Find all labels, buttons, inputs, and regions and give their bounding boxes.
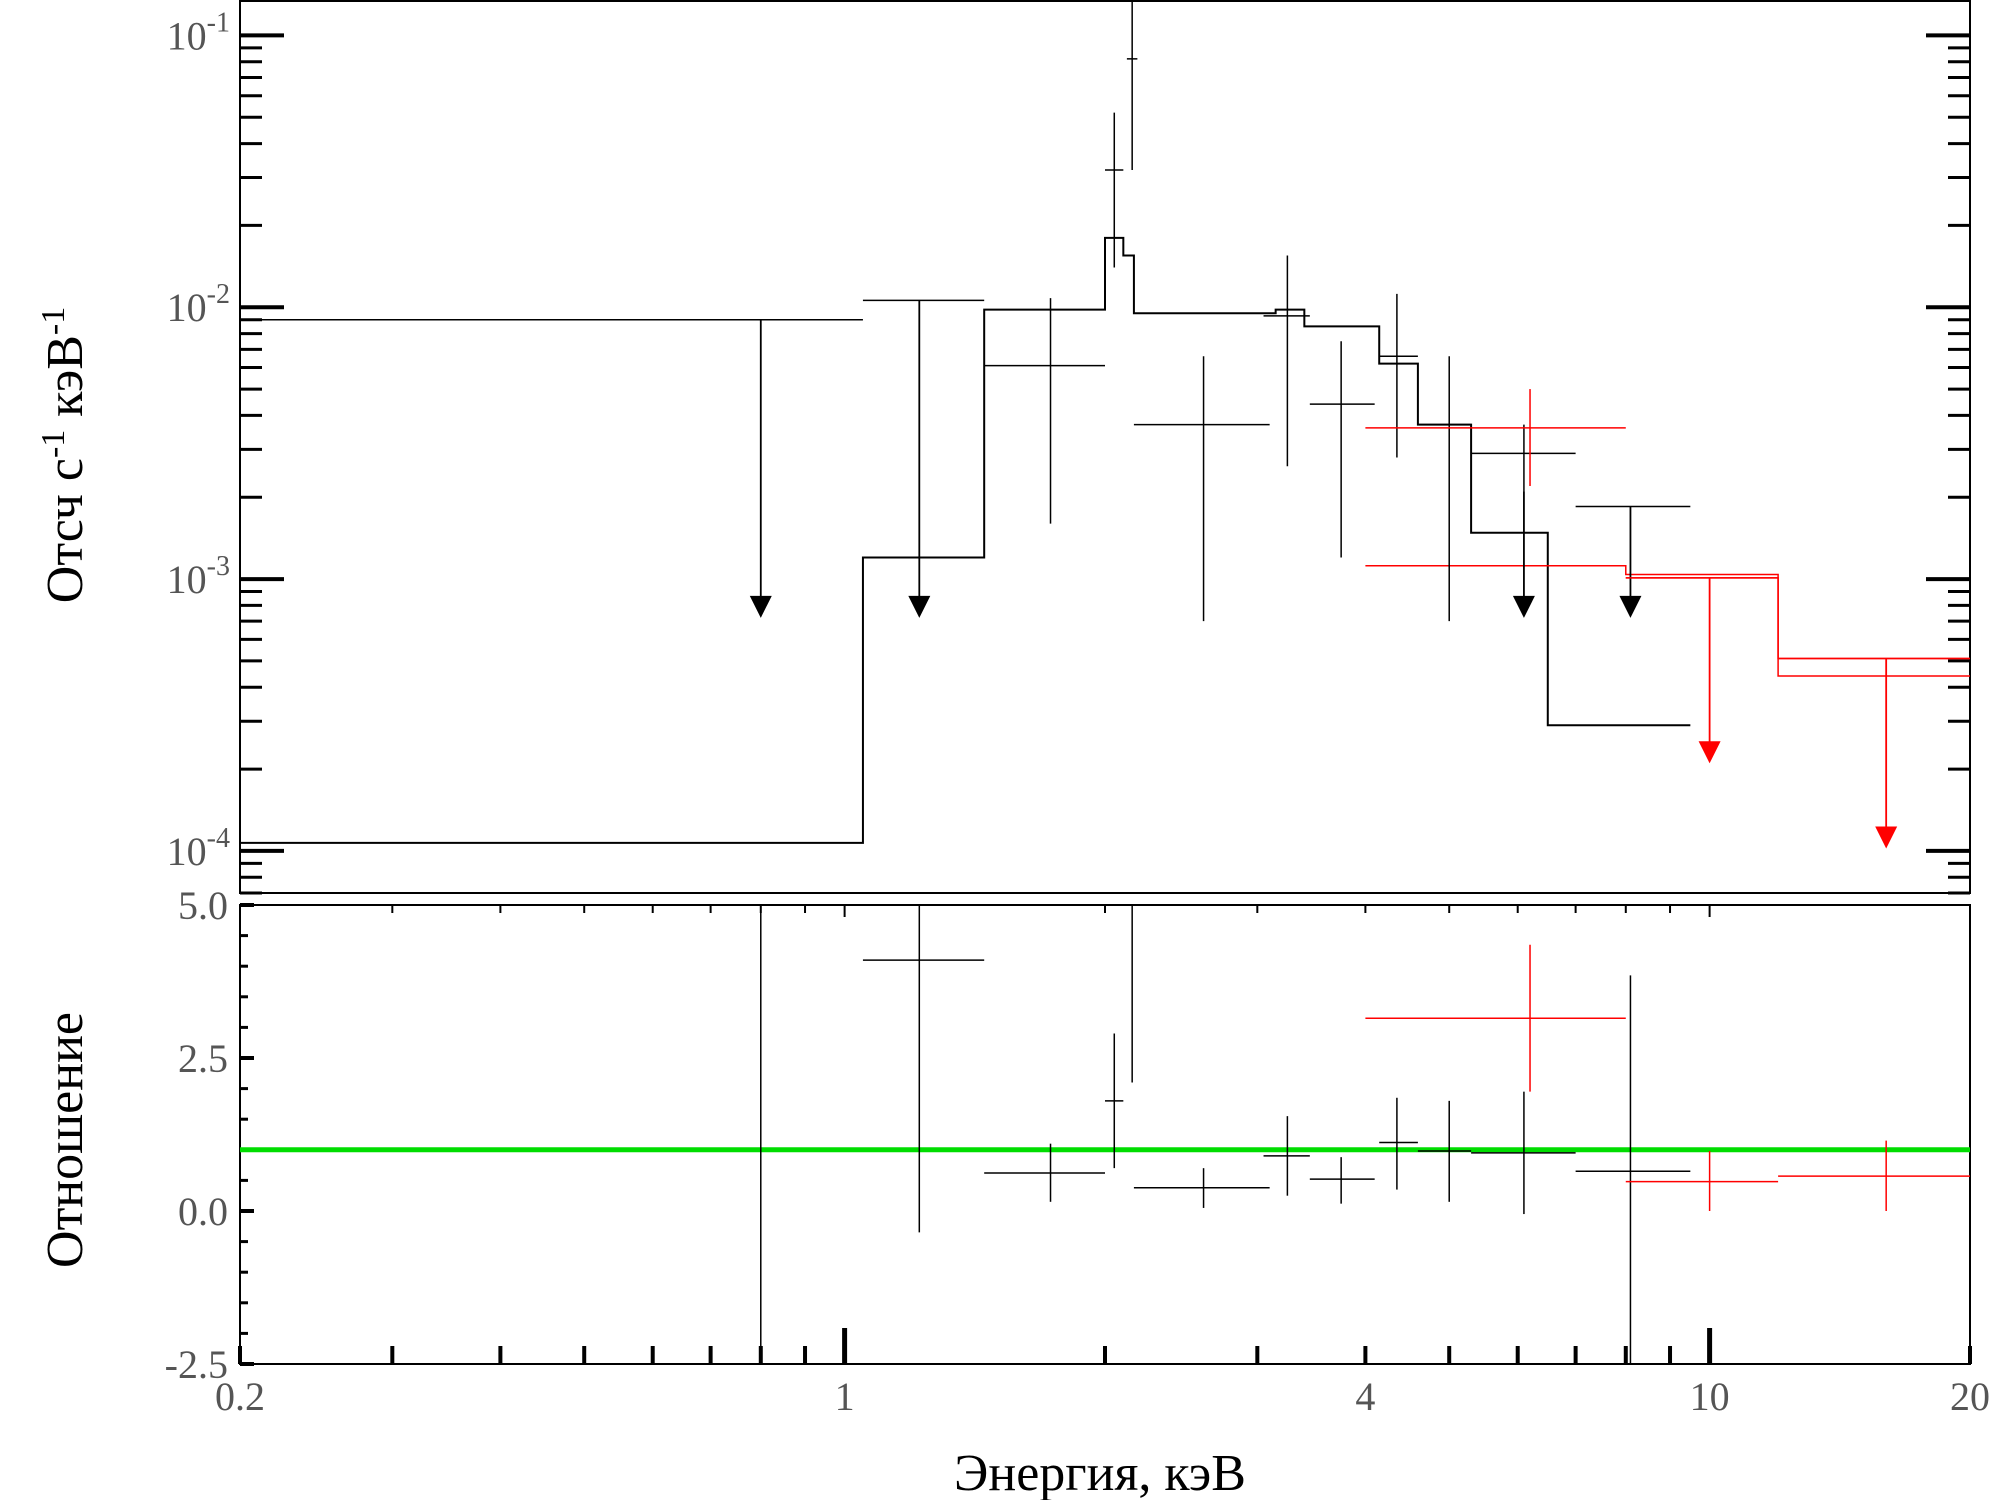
ratio-black-datapoint bbox=[1105, 1033, 1124, 1169]
top-black-upper-limit bbox=[862, 299, 985, 618]
bottom-y-tick-label: 2.5 bbox=[178, 1036, 228, 1081]
ratio-black-datapoint bbox=[1379, 1097, 1418, 1190]
ratio-black-datapoint bbox=[1133, 1168, 1270, 1208]
x-tick-label: 10 bbox=[1690, 1374, 1730, 1419]
top-red-upper-limit-arrowhead bbox=[1875, 826, 1898, 849]
top-black-upper-limit bbox=[240, 318, 863, 618]
top-red-upper-limit bbox=[1778, 657, 1970, 849]
top-y-tick-label: 10-3 bbox=[167, 551, 230, 602]
ratio-red-datapoint bbox=[1625, 1151, 1779, 1211]
x-tick-label: 4 bbox=[1355, 1374, 1375, 1419]
top-red-upper-limit-arrowhead bbox=[1698, 741, 1721, 764]
top-black-upper-limit bbox=[1575, 505, 1691, 618]
top-black-datapoint bbox=[1126, 0, 1138, 170]
top-panel: 10-1 10-2 10-3 10-4 bbox=[167, 0, 1971, 895]
top-y-axis-label: Отсч с-1 кэВ-1 bbox=[35, 307, 95, 603]
bottom-y-axis-label: Отношение bbox=[37, 1012, 94, 1268]
top-y-label-part: кэВ bbox=[37, 335, 94, 430]
bottom-y-tick-label: 5.0 bbox=[178, 883, 228, 928]
x-axis-label: Энергия, кэВ bbox=[954, 1445, 1246, 1500]
top-black-datapoint bbox=[1105, 112, 1124, 268]
top-black-upper-limit-arrowhead bbox=[1512, 595, 1535, 618]
ratio-black-datapoint bbox=[1417, 1100, 1472, 1202]
top-y-label-part: -1 bbox=[35, 307, 72, 335]
top-black-upper-limit-arrowhead bbox=[908, 595, 931, 618]
top-black-datapoint bbox=[1263, 255, 1310, 467]
ratio-black-datapoint bbox=[1575, 975, 1691, 1364]
top-black-datapoint bbox=[1309, 341, 1375, 558]
ratio-red-datapoint bbox=[1778, 1140, 1970, 1211]
ratio-black-datapoint bbox=[984, 1143, 1105, 1202]
ratio-black-datapoint bbox=[1471, 1091, 1576, 1215]
bottom-y-tick-label: 0.0 bbox=[178, 1189, 228, 1234]
x-tick-label: 0.2 bbox=[215, 1374, 265, 1419]
black-model-step bbox=[240, 236, 1691, 844]
x-axis: 0.2 1 4 10 20 bbox=[215, 905, 1990, 1419]
x-tick-label: 20 bbox=[1950, 1374, 1990, 1419]
ratio-black-datapoint bbox=[1309, 1157, 1375, 1204]
ratio-red-datapoint bbox=[1365, 944, 1626, 1092]
bottom-y-tick-label: -2.5 bbox=[165, 1342, 228, 1387]
top-y-label-part: Отсч с bbox=[37, 458, 94, 603]
top-frame bbox=[239, 0, 1971, 894]
top-black-datapoint bbox=[984, 298, 1105, 524]
top-black-datapoint bbox=[1417, 356, 1472, 622]
red-model-step-2 bbox=[1625, 577, 1970, 677]
red-model-step bbox=[1365, 564, 1970, 660]
top-black-upper-limit-arrowhead bbox=[749, 595, 772, 618]
top-y-tick-label: 10-4 bbox=[167, 823, 230, 874]
top-red-upper-limit bbox=[1625, 577, 1779, 764]
top-y-tick-label: 10-1 bbox=[167, 7, 230, 58]
top-black-datapoint bbox=[1133, 356, 1270, 622]
top-red-datapoint bbox=[1365, 389, 1626, 486]
bottom-panel: 5.0 2.5 0.0 -2.5 bbox=[165, 883, 1971, 1387]
top-y-label-part: -1 bbox=[35, 430, 72, 458]
top-black-upper-limit bbox=[1512, 491, 1535, 618]
bottom-frame bbox=[239, 904, 1971, 1365]
ratio-black-datapoint bbox=[1263, 1116, 1310, 1196]
x-tick-label: 1 bbox=[835, 1374, 855, 1419]
top-black-datapoint bbox=[1471, 424, 1576, 492]
ratio-black-datapoint bbox=[862, 905, 985, 1233]
top-black-datapoint bbox=[1379, 293, 1418, 458]
top-black-upper-limit-arrowhead bbox=[1619, 595, 1642, 618]
top-y-tick-label: 10-2 bbox=[167, 279, 230, 330]
